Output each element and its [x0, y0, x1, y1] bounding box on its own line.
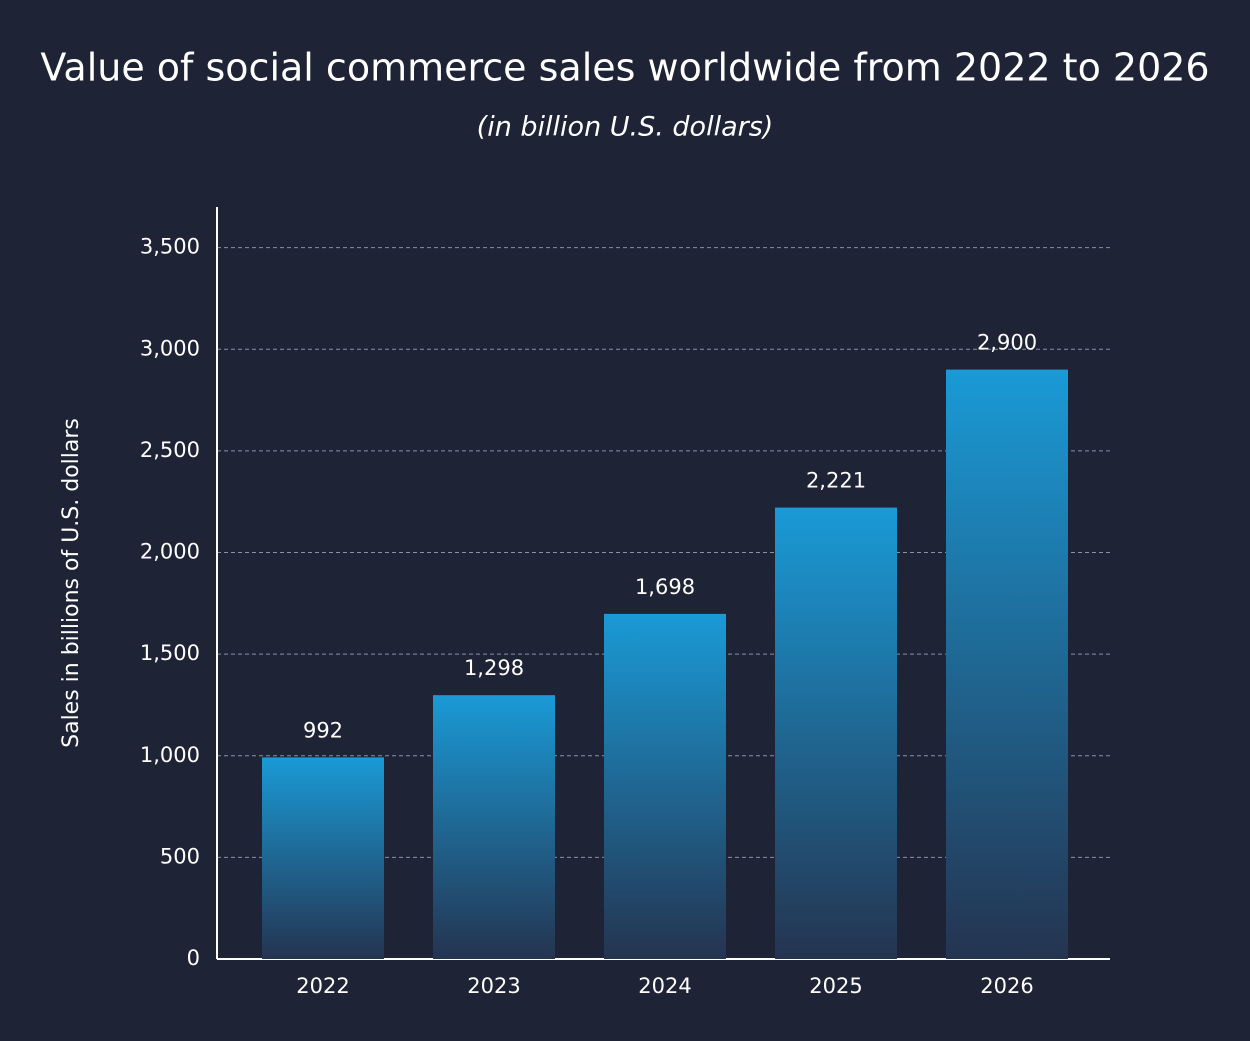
y-tick-label: 3,000	[140, 336, 200, 360]
x-tick-label: 2024	[638, 974, 691, 998]
x-tick-label: 2025	[809, 974, 862, 998]
x-tick-label: 2023	[467, 974, 520, 998]
y-tick-label: 2,000	[140, 540, 200, 564]
y-tick-label: 0	[187, 946, 200, 970]
y-tick-label: 3,500	[140, 235, 200, 259]
y-axis-label: Sales in billions of U.S. dollars	[59, 418, 84, 748]
value-label: 2,900	[977, 331, 1037, 355]
y-tick-label: 1,500	[140, 641, 200, 665]
value-label: 992	[303, 718, 343, 742]
chart-subtitle: (in billion U.S. dollars)	[477, 112, 774, 143]
bar	[433, 695, 555, 959]
bar	[604, 613, 726, 959]
x-tick-label: 2022	[296, 974, 349, 998]
value-label: 1,298	[464, 656, 524, 680]
y-tick-label: 1,000	[140, 743, 200, 767]
y-tick-label: 500	[160, 844, 200, 868]
value-label: 1,698	[635, 575, 695, 599]
value-label: 2,221	[806, 469, 866, 493]
bar	[946, 369, 1068, 959]
x-tick-label: 2026	[980, 974, 1033, 998]
bar	[262, 757, 384, 959]
chart-title: Value of social commerce sales worldwide…	[40, 46, 1209, 90]
y-tick-label: 2,500	[140, 438, 200, 462]
bar	[775, 507, 897, 959]
